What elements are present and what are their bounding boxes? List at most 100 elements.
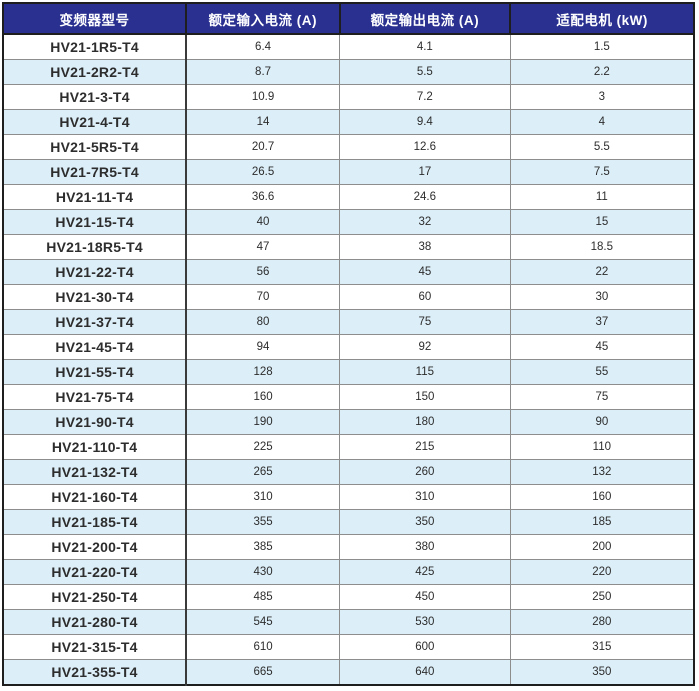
cell-input-current: 430	[185, 559, 341, 585]
cell-output-current: 640	[339, 659, 511, 686]
table-row: HV21-75-T4 160 150 75	[2, 384, 695, 410]
table-row: HV21-355-T4 665 640 350	[2, 659, 695, 686]
cell-model: HV21-22-T4	[2, 259, 188, 285]
table-row: HV21-2R2-T4 8.7 5.5 2.2	[2, 59, 695, 85]
cell-motor-power: 200	[509, 534, 695, 560]
column-header-model: 变频器型号	[3, 3, 187, 35]
cell-input-current: 128	[185, 359, 341, 385]
cell-motor-power: 220	[509, 559, 695, 585]
cell-motor-power: 15	[509, 209, 695, 235]
table-row: HV21-7R5-T4 26.5 17 7.5	[2, 159, 695, 185]
cell-input-current: 385	[185, 534, 341, 560]
cell-motor-power: 4	[509, 109, 695, 135]
cell-model: HV21-185-T4	[2, 509, 188, 535]
cell-output-current: 32	[339, 209, 511, 235]
cell-output-current: 60	[339, 284, 511, 310]
cell-output-current: 450	[339, 584, 511, 610]
table-body: HV21-1R5-T4 6.4 4.1 1.5 HV21-2R2-T4 8.7 5.5 2.2…	[2, 33, 695, 686]
cell-model: HV21-4-T4	[2, 109, 188, 135]
table-row: HV21-90-T4 190 180 90	[2, 409, 695, 435]
cell-output-current: 425	[339, 559, 511, 585]
cell-output-current: 7.2	[339, 84, 511, 110]
cell-output-current: 17	[339, 159, 511, 185]
column-header-output-current: 额定输出电流 (A)	[338, 3, 511, 35]
table-row: HV21-45-T4 94 92 45	[2, 334, 695, 360]
cell-output-current: 45	[339, 259, 511, 285]
cell-motor-power: 45	[509, 334, 695, 360]
cell-motor-power: 30	[509, 284, 695, 310]
cell-input-current: 26.5	[185, 159, 341, 185]
cell-input-current: 47	[185, 234, 341, 260]
cell-motor-power: 315	[509, 634, 695, 660]
cell-input-current: 94	[185, 334, 341, 360]
cell-input-current: 6.4	[185, 33, 341, 60]
column-header-input-current: 额定输入电流 (A)	[185, 3, 340, 35]
cell-motor-power: 185	[509, 509, 695, 535]
cell-input-current: 56	[185, 259, 341, 285]
cell-input-current: 14	[185, 109, 341, 135]
cell-model: HV21-5R5-T4	[2, 134, 188, 160]
cell-model: HV21-18R5-T4	[2, 234, 188, 260]
cell-output-current: 380	[339, 534, 511, 560]
cell-motor-power: 11	[509, 184, 695, 210]
cell-model: HV21-315-T4	[2, 634, 188, 660]
cell-input-current: 485	[185, 584, 341, 610]
cell-input-current: 10.9	[185, 84, 341, 110]
table-row: HV21-110-T4 225 215 110	[2, 434, 695, 460]
cell-input-current: 610	[185, 634, 341, 660]
table-row: HV21-55-T4 128 115 55	[2, 359, 695, 385]
cell-input-current: 36.6	[185, 184, 341, 210]
cell-model: HV21-280-T4	[2, 609, 188, 635]
cell-output-current: 260	[339, 459, 511, 485]
cell-model: HV21-110-T4	[2, 434, 188, 460]
table-row: HV21-280-T4 545 530 280	[2, 609, 695, 635]
cell-input-current: 160	[185, 384, 341, 410]
table-row: HV21-15-T4 40 32 15	[2, 209, 695, 235]
cell-motor-power: 55	[509, 359, 695, 385]
cell-motor-power: 280	[509, 609, 695, 635]
cell-output-current: 12.6	[339, 134, 511, 160]
table-row: HV21-22-T4 56 45 22	[2, 259, 695, 285]
cell-model: HV21-45-T4	[2, 334, 188, 360]
table-row: HV21-3-T4 10.9 7.2 3	[2, 84, 695, 110]
cell-model: HV21-3-T4	[2, 84, 188, 110]
cell-motor-power: 7.5	[509, 159, 695, 185]
cell-model: HV21-30-T4	[2, 284, 188, 310]
cell-model: HV21-1R5-T4	[2, 33, 188, 60]
cell-input-current: 40	[185, 209, 341, 235]
table-row: HV21-200-T4 385 380 200	[2, 534, 695, 560]
cell-model: HV21-132-T4	[2, 459, 188, 485]
cell-model: HV21-7R5-T4	[2, 159, 188, 185]
cell-model: HV21-90-T4	[2, 409, 188, 435]
cell-output-current: 350	[339, 509, 511, 535]
table-row: HV21-220-T4 430 425 220	[2, 559, 695, 585]
cell-output-current: 4.1	[339, 33, 511, 60]
cell-model: HV21-160-T4	[2, 484, 188, 510]
cell-output-current: 115	[339, 359, 511, 385]
table-row: HV21-160-T4 310 310 160	[2, 484, 695, 510]
cell-model: HV21-355-T4	[2, 659, 188, 686]
cell-motor-power: 132	[509, 459, 695, 485]
cell-output-current: 530	[339, 609, 511, 635]
cell-output-current: 600	[339, 634, 511, 660]
cell-motor-power: 37	[509, 309, 695, 335]
header-row: 变频器型号 额定输入电流 (A) 额定输出电流 (A) 适配电机 (kW)	[3, 3, 694, 35]
table-header: 变频器型号 额定输入电流 (A) 额定输出电流 (A) 适配电机 (kW)	[3, 3, 694, 35]
cell-input-current: 310	[185, 484, 341, 510]
cell-output-current: 215	[339, 434, 511, 460]
cell-input-current: 70	[185, 284, 341, 310]
cell-motor-power: 3	[509, 84, 695, 110]
cell-output-current: 24.6	[339, 184, 511, 210]
column-header-motor-power: 适配电机 (kW)	[509, 3, 694, 35]
cell-motor-power: 160	[509, 484, 695, 510]
cell-motor-power: 350	[509, 659, 695, 686]
cell-motor-power: 22	[509, 259, 695, 285]
cell-motor-power: 110	[509, 434, 695, 460]
cell-input-current: 545	[185, 609, 341, 635]
table-row: HV21-37-T4 80 75 37	[2, 309, 695, 335]
cell-model: HV21-220-T4	[2, 559, 188, 585]
cell-input-current: 665	[185, 659, 341, 686]
cell-input-current: 8.7	[185, 59, 341, 85]
